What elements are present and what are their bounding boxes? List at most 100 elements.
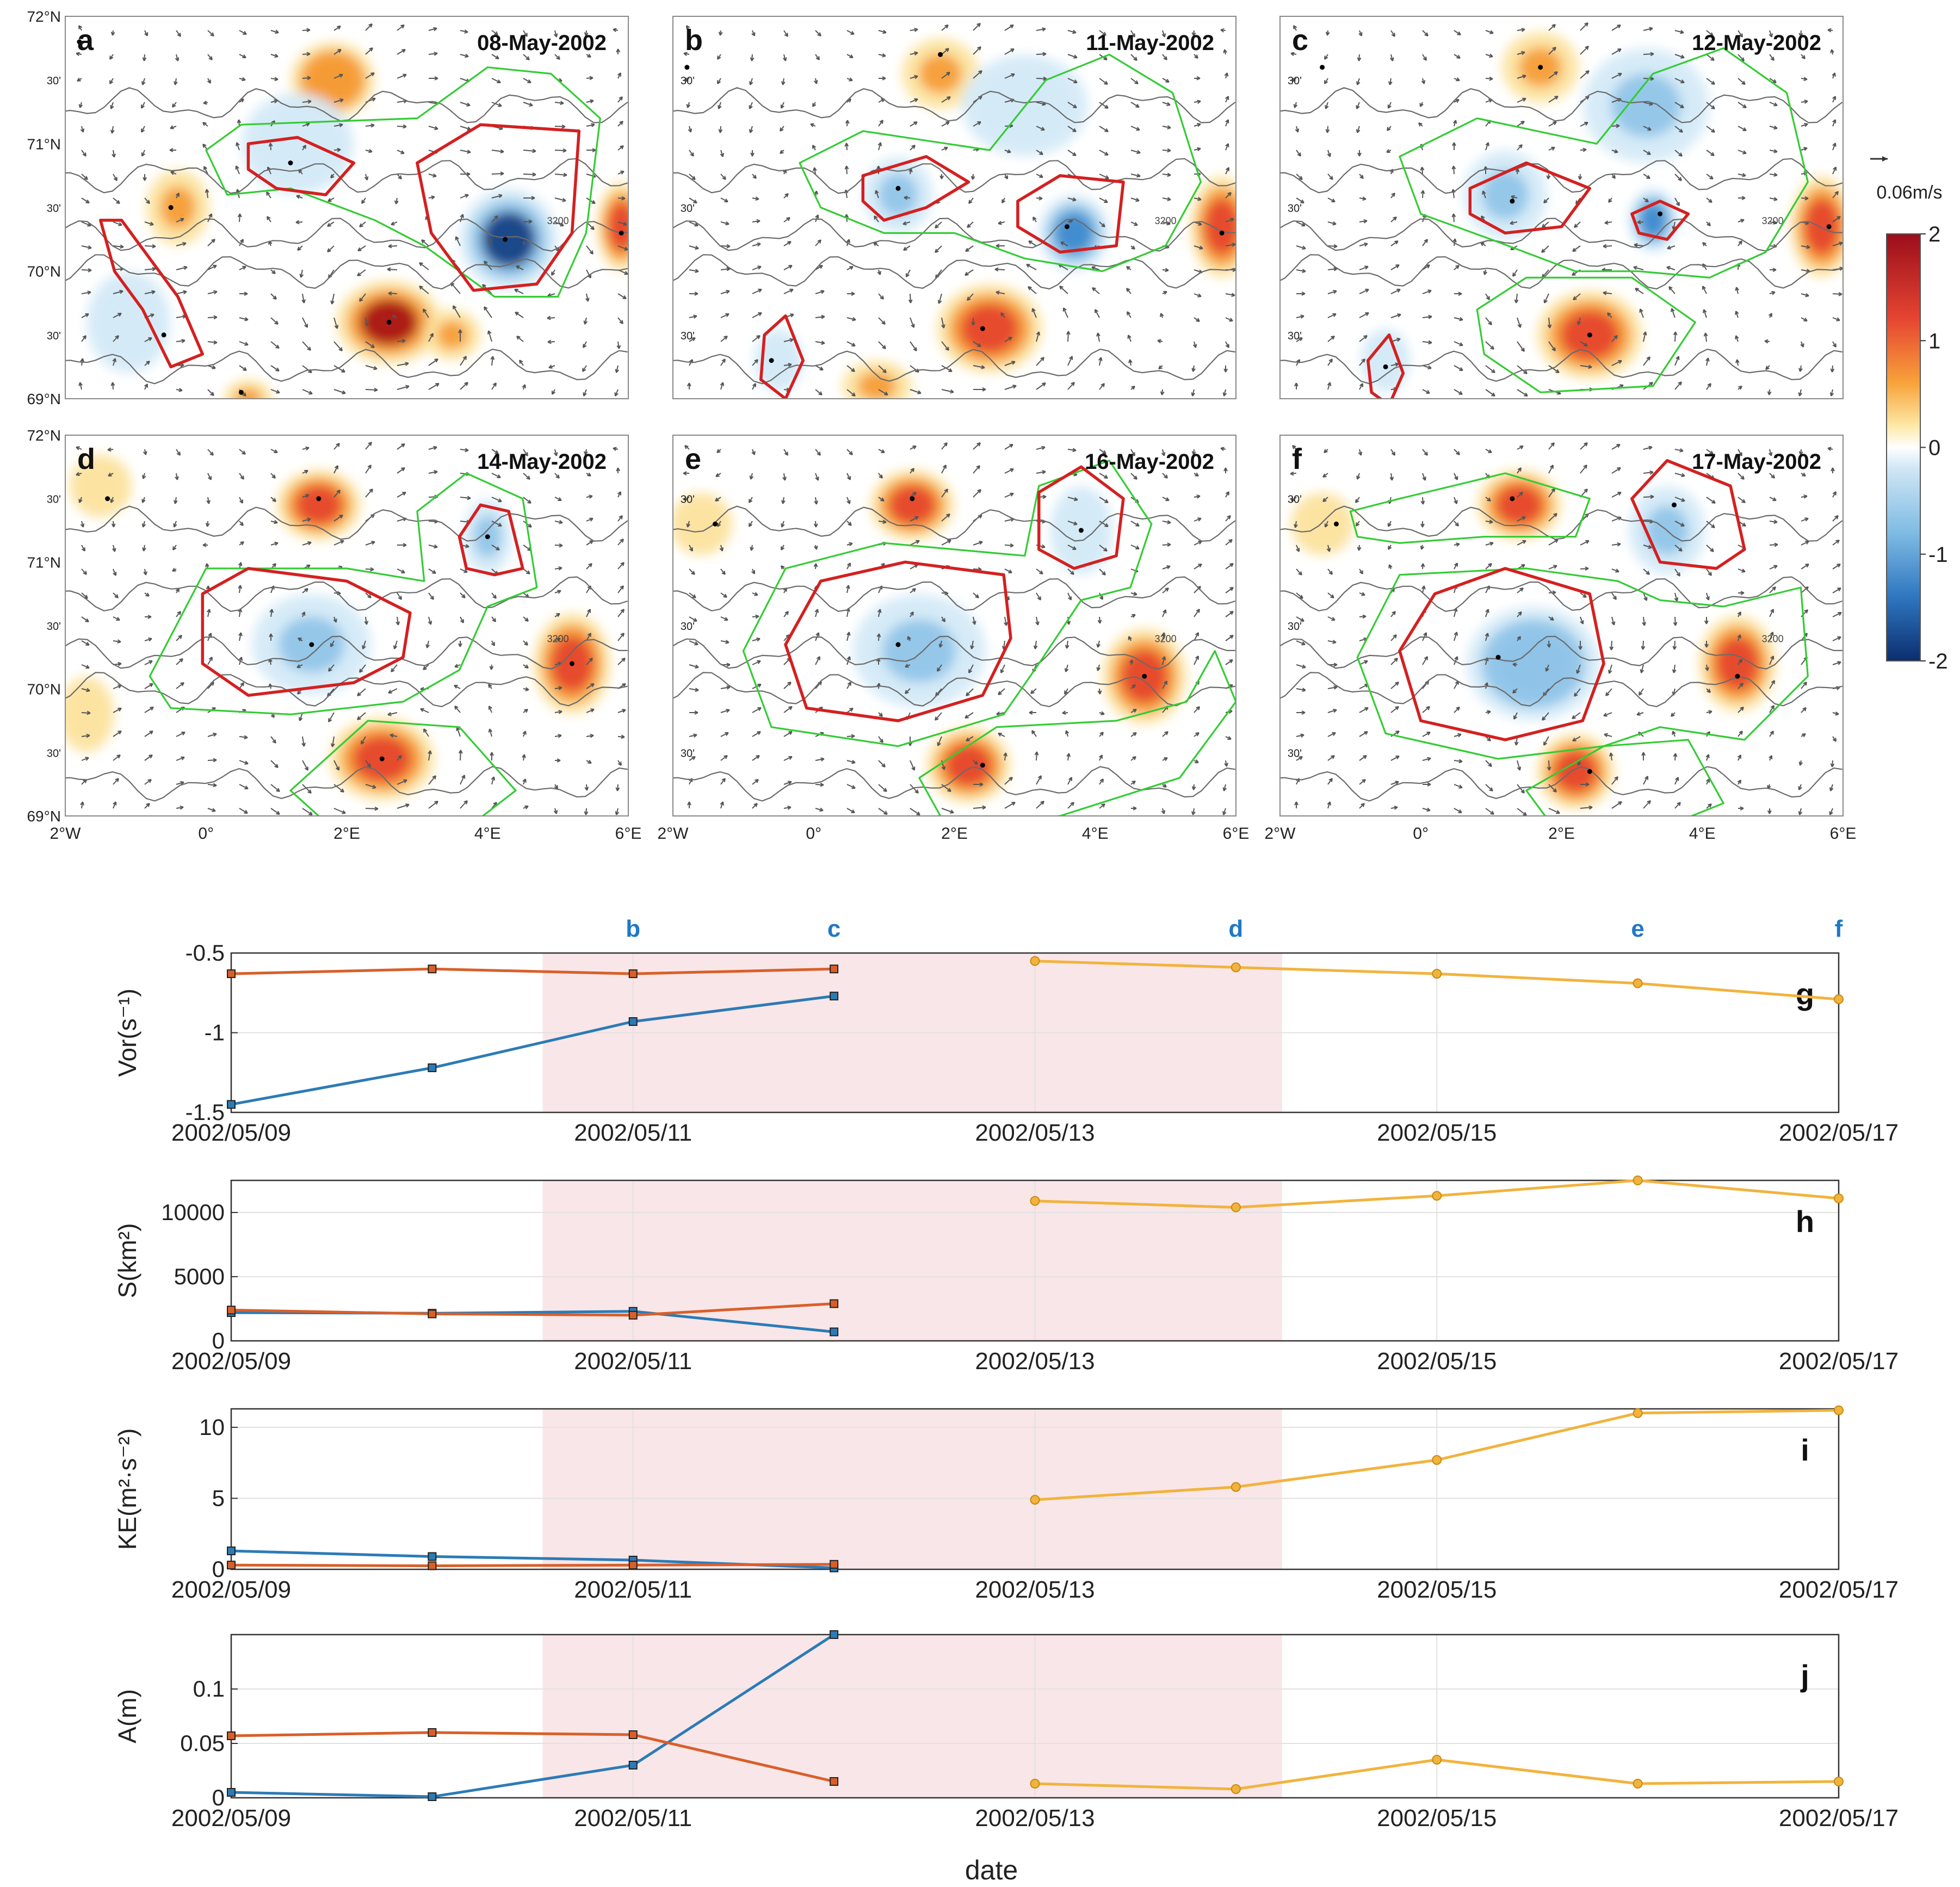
- data-point: [830, 1777, 839, 1786]
- eddy-center: [1587, 332, 1592, 338]
- lon-tick-label: 4°E: [1689, 825, 1716, 843]
- map-frame: [65, 435, 629, 816]
- green-contour: [205, 66, 601, 298]
- lat-tick-label: 30': [47, 494, 61, 506]
- lat-tick-label: 30': [47, 75, 61, 87]
- colorbar-tick-label: 0: [1928, 436, 1940, 460]
- data-point: [1231, 1202, 1241, 1212]
- lon-tick-label: 2°W: [658, 825, 689, 843]
- data-point: [428, 1792, 437, 1801]
- x-tick-label: 2002/05/09: [171, 1119, 291, 1146]
- isobath-label: 3200: [1762, 215, 1784, 226]
- green-contour: [149, 472, 538, 715]
- green-contour: [1525, 739, 1724, 816]
- eddy-center: [619, 230, 624, 236]
- x-tick-label: 2002/05/11: [574, 1348, 692, 1375]
- vector-scale-label: 0.06m/s: [1877, 182, 1943, 203]
- eddy-center: [895, 642, 901, 647]
- y-axis-label: A(m): [113, 1689, 141, 1743]
- data-point: [1432, 1455, 1442, 1465]
- panel-date: 14-May-2002: [477, 450, 607, 474]
- x-tick-label: 2002/05/13: [975, 1576, 1095, 1603]
- x-tick-label: 2002/05/13: [975, 1805, 1095, 1832]
- eddy-center: [386, 319, 392, 325]
- lon-tick-label: 0°: [806, 825, 821, 843]
- bathymetry-contours: [1280, 87, 1843, 385]
- data-point: [1030, 956, 1040, 966]
- bathymetry-contours: [65, 505, 628, 802]
- map-frame: [1279, 435, 1844, 816]
- eddy-center: [570, 661, 574, 666]
- x-tick-label: 2002/05/17: [1779, 1576, 1899, 1603]
- lon-tick-label: 4°E: [1082, 825, 1109, 843]
- eddy-center: [980, 763, 985, 768]
- lat-tick-label: 30': [47, 747, 61, 759]
- eddy-boundary: [1037, 465, 1125, 570]
- velocity-vectors: [1290, 442, 1842, 816]
- eddy-center: [161, 332, 166, 338]
- panel-letter: d: [77, 443, 95, 475]
- eddy-boundary: [1630, 459, 1746, 570]
- velocity-vectors: [1290, 22, 1843, 397]
- eddy-boundary: [98, 219, 205, 369]
- green-contour: [289, 720, 517, 816]
- x-tick-label: 2002/05/09: [171, 1576, 291, 1603]
- eddy-center: [910, 496, 915, 502]
- y-tick-label: 0: [212, 1785, 225, 1810]
- event-letter: f: [1835, 915, 1843, 942]
- panel-date: 16-May-2002: [1085, 450, 1214, 474]
- lat-tick-label: 30': [1288, 75, 1302, 87]
- map-panel-e: 3200 e 16-May-2002 30' 30' 30' 2°W 0° 2°E 4°E 6°E: [658, 435, 1250, 843]
- isobath-label: 3200: [547, 215, 569, 226]
- series-line-red: [231, 1302, 834, 1317]
- x-tick-label: 2002/05/15: [1377, 1348, 1497, 1375]
- data-point: [227, 1731, 236, 1740]
- eddy-boundary: [861, 155, 970, 222]
- eddy-center: [105, 496, 110, 502]
- lon-tick-label: 6°E: [1223, 825, 1250, 843]
- eddy-center: [309, 642, 314, 647]
- map-frame: [65, 16, 629, 399]
- map-frame: [672, 16, 1236, 399]
- data-point: [628, 1017, 638, 1026]
- lon-tick-label: 2°E: [333, 825, 360, 843]
- series-line-red: [231, 1731, 834, 1783]
- data-point: [227, 1788, 236, 1797]
- data-point: [1030, 1196, 1040, 1206]
- x-axis-label: date: [965, 1855, 1018, 1885]
- eddy-center: [980, 326, 985, 331]
- green-contour: [742, 460, 1153, 747]
- data-point: [830, 1299, 839, 1308]
- eddy-boundary: [784, 560, 1012, 722]
- y-tick-label: 0: [212, 1556, 225, 1582]
- panel-letter: f: [1292, 443, 1302, 475]
- data-point: [227, 1561, 236, 1570]
- data-point: [428, 1561, 437, 1570]
- data-point: [1834, 994, 1844, 1004]
- lat-tick-label: 30': [1288, 621, 1302, 633]
- y-tick-label: 5000: [174, 1264, 225, 1289]
- vorticity-field: [753, 38, 1236, 399]
- data-point: [628, 969, 638, 979]
- plot-frame: [230, 1408, 1840, 1570]
- eddy-center: [168, 205, 174, 210]
- panel-date: 12-May-2002: [1692, 31, 1821, 55]
- lon-tick-label: 2°E: [1548, 825, 1575, 843]
- green-contour: [799, 53, 1202, 273]
- eddy-boundary: [1366, 333, 1405, 399]
- data-point: [428, 1728, 437, 1737]
- scale-arrow-head: [1882, 156, 1888, 162]
- eddy-center: [379, 756, 385, 762]
- lon-tick-label: 6°E: [1830, 825, 1857, 843]
- lat-tick-label: 69°N: [27, 808, 61, 825]
- panel-letter: c: [1292, 24, 1308, 57]
- x-tick-label: 2002/05/11: [574, 1805, 692, 1832]
- data-point: [830, 1560, 839, 1569]
- isobath-label: 3200: [1762, 633, 1784, 644]
- colorbar-tick-label: 2: [1928, 222, 1940, 246]
- velocity-vectors: [76, 442, 626, 815]
- green-contour: [1399, 47, 1809, 279]
- data-point: [428, 964, 437, 974]
- data-point: [1633, 1175, 1643, 1185]
